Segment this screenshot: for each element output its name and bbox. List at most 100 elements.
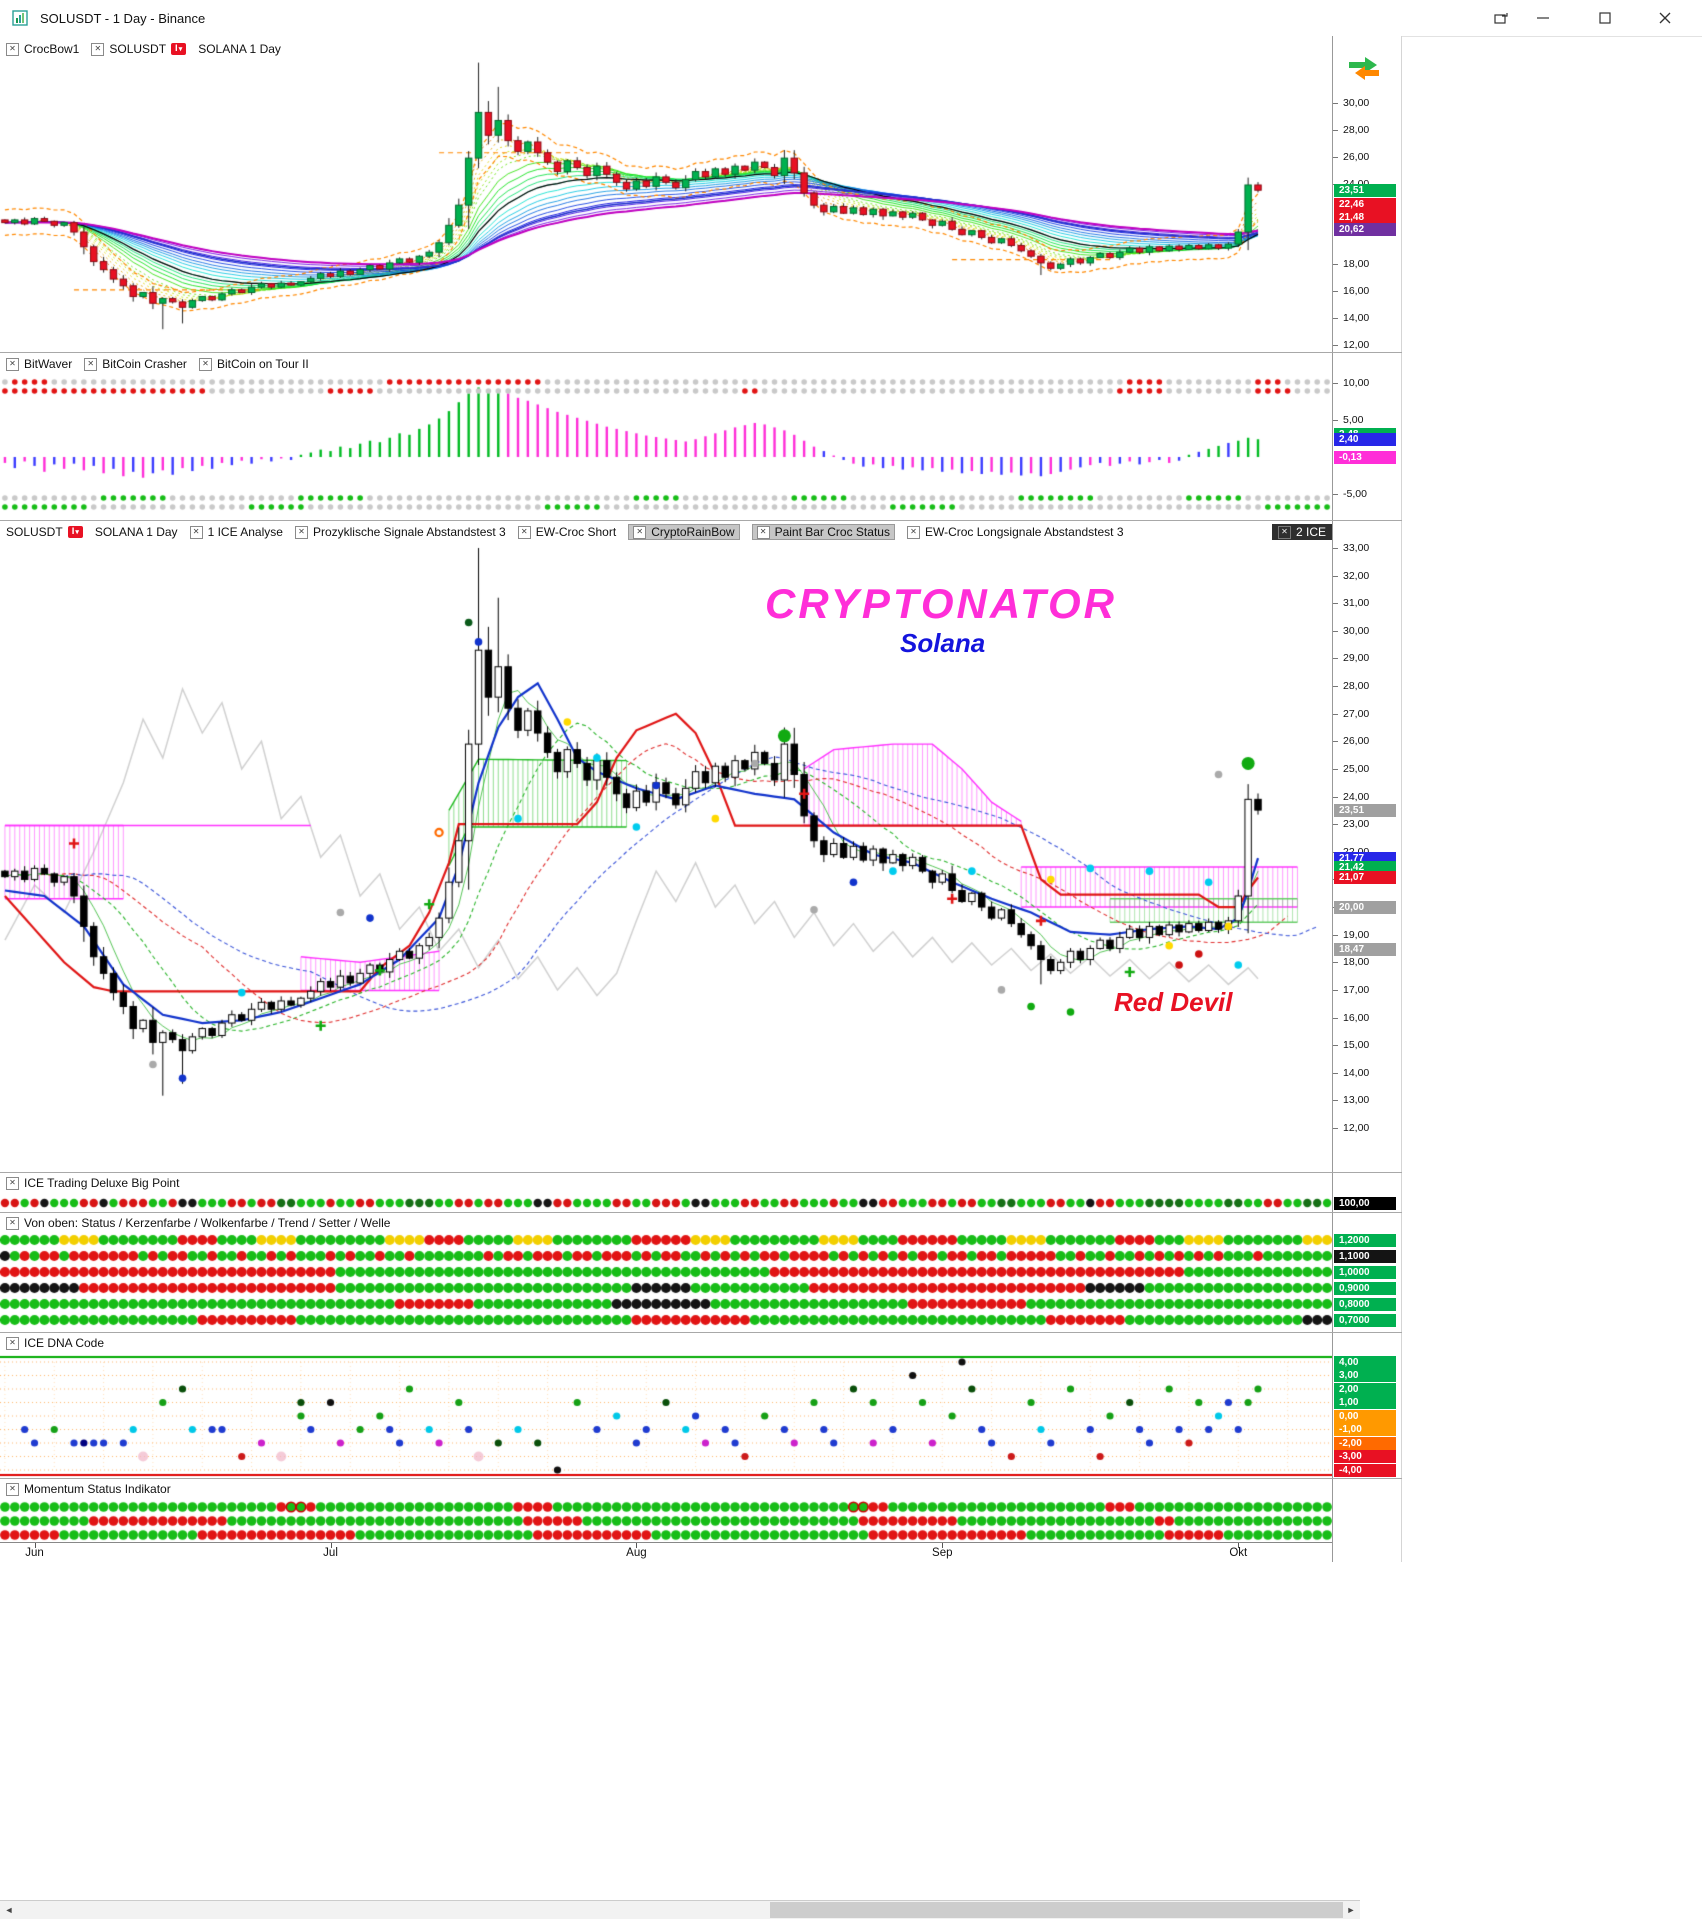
- price-tag: 1,0000: [1334, 1265, 1396, 1279]
- price-tag: 23,51: [1334, 803, 1396, 817]
- axis-tick: [1333, 658, 1338, 660]
- checkbox-icon[interactable]: ✕: [517, 525, 531, 539]
- indicator-toggle[interactable]: ✕ ICE Trading Deluxe Big Point: [6, 1176, 179, 1190]
- axis-tick: [1333, 630, 1338, 632]
- checkbox-icon[interactable]: ✕: [84, 357, 98, 371]
- panel-divider: [0, 352, 1402, 353]
- axis-tick-label: 12,00: [1343, 1121, 1370, 1134]
- axis-tick-label: 26,00: [1343, 735, 1370, 748]
- price-tag: 23,51: [1334, 183, 1396, 197]
- checkbox-icon[interactable]: ✕: [906, 525, 920, 539]
- status-dot-rows-canvas[interactable]: [0, 1234, 1332, 1332]
- axis-tick: [1333, 962, 1338, 964]
- axis-tick: [1333, 103, 1338, 104]
- maximize-button[interactable]: [1582, 0, 1628, 36]
- axis-tick: [1333, 575, 1338, 577]
- big-point-dots-canvas[interactable]: [0, 1194, 1332, 1212]
- checkbox-icon[interactable]: ✕: [6, 1336, 19, 1350]
- axis-tick-label: 15,00: [1343, 1039, 1370, 1052]
- price-tag: 1,00: [1334, 1396, 1396, 1409]
- checkbox-icon[interactable]: ✕: [633, 525, 647, 539]
- month-label: Okt: [1229, 1547, 1248, 1559]
- checkbox-icon[interactable]: ✕: [6, 1216, 19, 1230]
- axis-tick: [1333, 824, 1338, 826]
- checkbox-icon[interactable]: ✕: [756, 525, 770, 539]
- indicator-toggle[interactable]: ✕ BitCoin Crasher: [84, 357, 187, 371]
- horizontal-scrollbar[interactable]: ◄ ►: [0, 1900, 1360, 1919]
- month-tick: [942, 1543, 944, 1548]
- scrollbar-thumb[interactable]: [770, 1902, 1343, 1918]
- checkbox-icon[interactable]: ✕: [6, 357, 19, 371]
- indicator-label: SOLUSDT: [109, 42, 167, 56]
- month-tick: [34, 1543, 36, 1548]
- indicator-toggle[interactable]: ✕ BitWaver: [6, 357, 72, 371]
- indicator-label: 2 ICE: [1295, 525, 1326, 539]
- panel3-header: SOLUSDT I SOLANA 1 Day ✕ 1 ICE Analyse ✕ Prozy…: [0, 520, 1332, 544]
- dna-code-canvas[interactable]: [0, 1354, 1332, 1478]
- price-tag: 0,9000: [1334, 1281, 1396, 1295]
- indicator-label: ICE DNA Code: [24, 1336, 105, 1350]
- price-tag: 20,00: [1334, 900, 1396, 914]
- price-tag: -3,00: [1334, 1450, 1396, 1463]
- interval-badge-icon[interactable]: I: [67, 526, 83, 538]
- indicator-toggle[interactable]: SOLUSDT I: [6, 525, 83, 539]
- axis-tick-label: 31,00: [1343, 597, 1370, 610]
- axis-tick-label: -5,00: [1343, 488, 1367, 500]
- price-tag: 100,00: [1334, 1196, 1396, 1210]
- checkbox-icon[interactable]: ✕: [91, 42, 105, 56]
- checkbox-icon[interactable]: ✕: [189, 525, 203, 539]
- price-tag: 4,00: [1334, 1355, 1396, 1369]
- indicator-toggle[interactable]: ✕ EW-Croc Short: [517, 525, 616, 539]
- interval-badge-icon[interactable]: I: [171, 43, 187, 55]
- indicator-toggle[interactable]: ✕ SOLUSDT I: [91, 42, 187, 56]
- axis-tick-label: 13,00: [1343, 1094, 1370, 1107]
- axis-tick-label: 14,00: [1343, 312, 1370, 325]
- main-price-chart-canvas[interactable]: [0, 544, 1332, 1172]
- checkbox-icon[interactable]: ✕: [1277, 525, 1291, 539]
- price-tag: 21,07: [1334, 870, 1396, 884]
- bitwaver-oscillator-canvas[interactable]: [0, 376, 1332, 520]
- indicator-toggle[interactable]: ✕ 2 ICE: [1271, 524, 1332, 540]
- axis-tick-label: 16,00: [1343, 285, 1370, 298]
- indicator-toggle[interactable]: ✕ Paint Bar Croc Status: [751, 524, 895, 540]
- price-tag: 21,48: [1334, 211, 1396, 224]
- close-button[interactable]: [1642, 0, 1688, 36]
- scroll-right-icon[interactable]: ►: [1346, 1905, 1356, 1915]
- price-tag: -4,00: [1334, 1463, 1396, 1477]
- axis-tick: [1333, 1127, 1338, 1129]
- chart-scroll-tool-icon[interactable]: [1343, 52, 1385, 82]
- indicator-toggle[interactable]: SOLANA 1 Day: [95, 525, 178, 539]
- indicator-toggle[interactable]: ✕ BitCoin on Tour II: [198, 357, 309, 371]
- indicator-toggle[interactable]: ✕ 1 ICE Analyse: [189, 525, 283, 539]
- checkbox-icon[interactable]: ✕: [6, 1482, 19, 1496]
- indicator-toggle[interactable]: ✕ EW-Croc Longsignale Abstandstest 3: [906, 525, 1124, 539]
- price-tag: 2,00: [1334, 1382, 1396, 1396]
- axis-tick: [1333, 494, 1338, 495]
- scroll-left-icon[interactable]: ◄: [4, 1905, 14, 1915]
- panel7-header: ✕ Momentum Status Indikator: [0, 1478, 1332, 1500]
- axis-tick-label: 29,00: [1343, 652, 1370, 665]
- indicator-toggle[interactable]: ✕ ICE DNA Code: [6, 1336, 104, 1350]
- axis-tick: [1333, 156, 1338, 158]
- checkbox-icon[interactable]: ✕: [6, 1176, 19, 1190]
- minimize-button[interactable]: [1520, 0, 1566, 36]
- indicator-toggle[interactable]: SOLANA 1 Day: [198, 42, 281, 56]
- price-tag: 0,7000: [1334, 1313, 1396, 1327]
- axis-tick: [1333, 713, 1338, 715]
- momentum-dots-canvas[interactable]: [0, 1500, 1332, 1542]
- indicator-toggle[interactable]: ✕ CryptoRainBow: [628, 524, 740, 540]
- popout-window-icon[interactable]: [1478, 0, 1524, 36]
- axis-tick-label: 23,00: [1343, 818, 1370, 831]
- price-chart-rainbow-canvas[interactable]: [0, 62, 1332, 352]
- checkbox-icon[interactable]: ✕: [294, 525, 308, 539]
- checkbox-icon[interactable]: ✕: [6, 42, 19, 56]
- indicator-toggle[interactable]: ✕ Momentum Status Indikator: [6, 1482, 171, 1496]
- checkbox-icon[interactable]: ✕: [198, 357, 212, 371]
- indicator-toggle[interactable]: ✕ CrocBow1: [6, 42, 79, 56]
- indicator-toggle[interactable]: ✕ Von oben: Status / Kerzenfarbe / Wolken…: [6, 1216, 390, 1230]
- watermark-cryptonator: CRYPTONATOR: [765, 580, 1117, 627]
- indicator-toggle[interactable]: ✕ Prozyklische Signale Abstandstest 3: [294, 525, 506, 539]
- axis-tick-label: 27,00: [1343, 707, 1370, 720]
- axis-tick-label: 32,00: [1343, 569, 1370, 582]
- indicator-label: SOLANA 1 Day: [94, 525, 178, 539]
